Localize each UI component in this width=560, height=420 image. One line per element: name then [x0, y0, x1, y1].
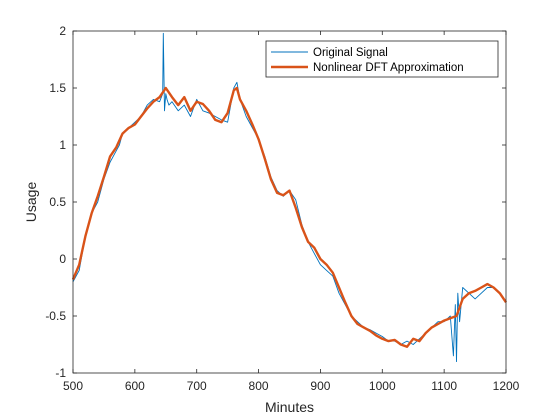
series-layer [71, 32, 507, 363]
x-tick-label: 1100 [431, 379, 457, 393]
legend-entry-original-signal: Original Signal [313, 47, 388, 59]
x-tick-label: 800 [249, 379, 269, 393]
legend-box [265, 40, 499, 78]
series-line-dft-approximation [71, 86, 507, 348]
x-tick-label: 900 [310, 379, 330, 393]
y-tick-label: 0.5 [49, 195, 66, 209]
x-tick-label: 500 [63, 379, 83, 393]
y-tick-label: -1 [55, 366, 66, 380]
y-tick-label: 1 [59, 138, 66, 152]
x-axis-label: Minutes [265, 399, 314, 415]
legend: Original Signal Nonlinear DFT Approximat… [265, 40, 499, 78]
legend-entry-dft-approximation: Nonlinear DFT Approximation [313, 62, 464, 74]
ticks-layer: 500 600 700 800 900 1000 1100 1200 -1 -0.5 0 0.5 1 1.… [45, 24, 519, 393]
x-tick-label: 700 [187, 379, 207, 393]
plot-area [73, 31, 506, 373]
y-tick-label: 1.5 [49, 81, 66, 95]
x-tick-label: 600 [125, 379, 145, 393]
y-axis-label: Usage [23, 182, 39, 223]
y-tick-label: 2 [59, 24, 66, 38]
y-tick-label: -0.5 [45, 309, 66, 323]
x-tick-label: 1000 [369, 379, 396, 393]
x-tick-label: 1200 [493, 379, 520, 393]
y-tick-label: 0 [59, 252, 66, 266]
